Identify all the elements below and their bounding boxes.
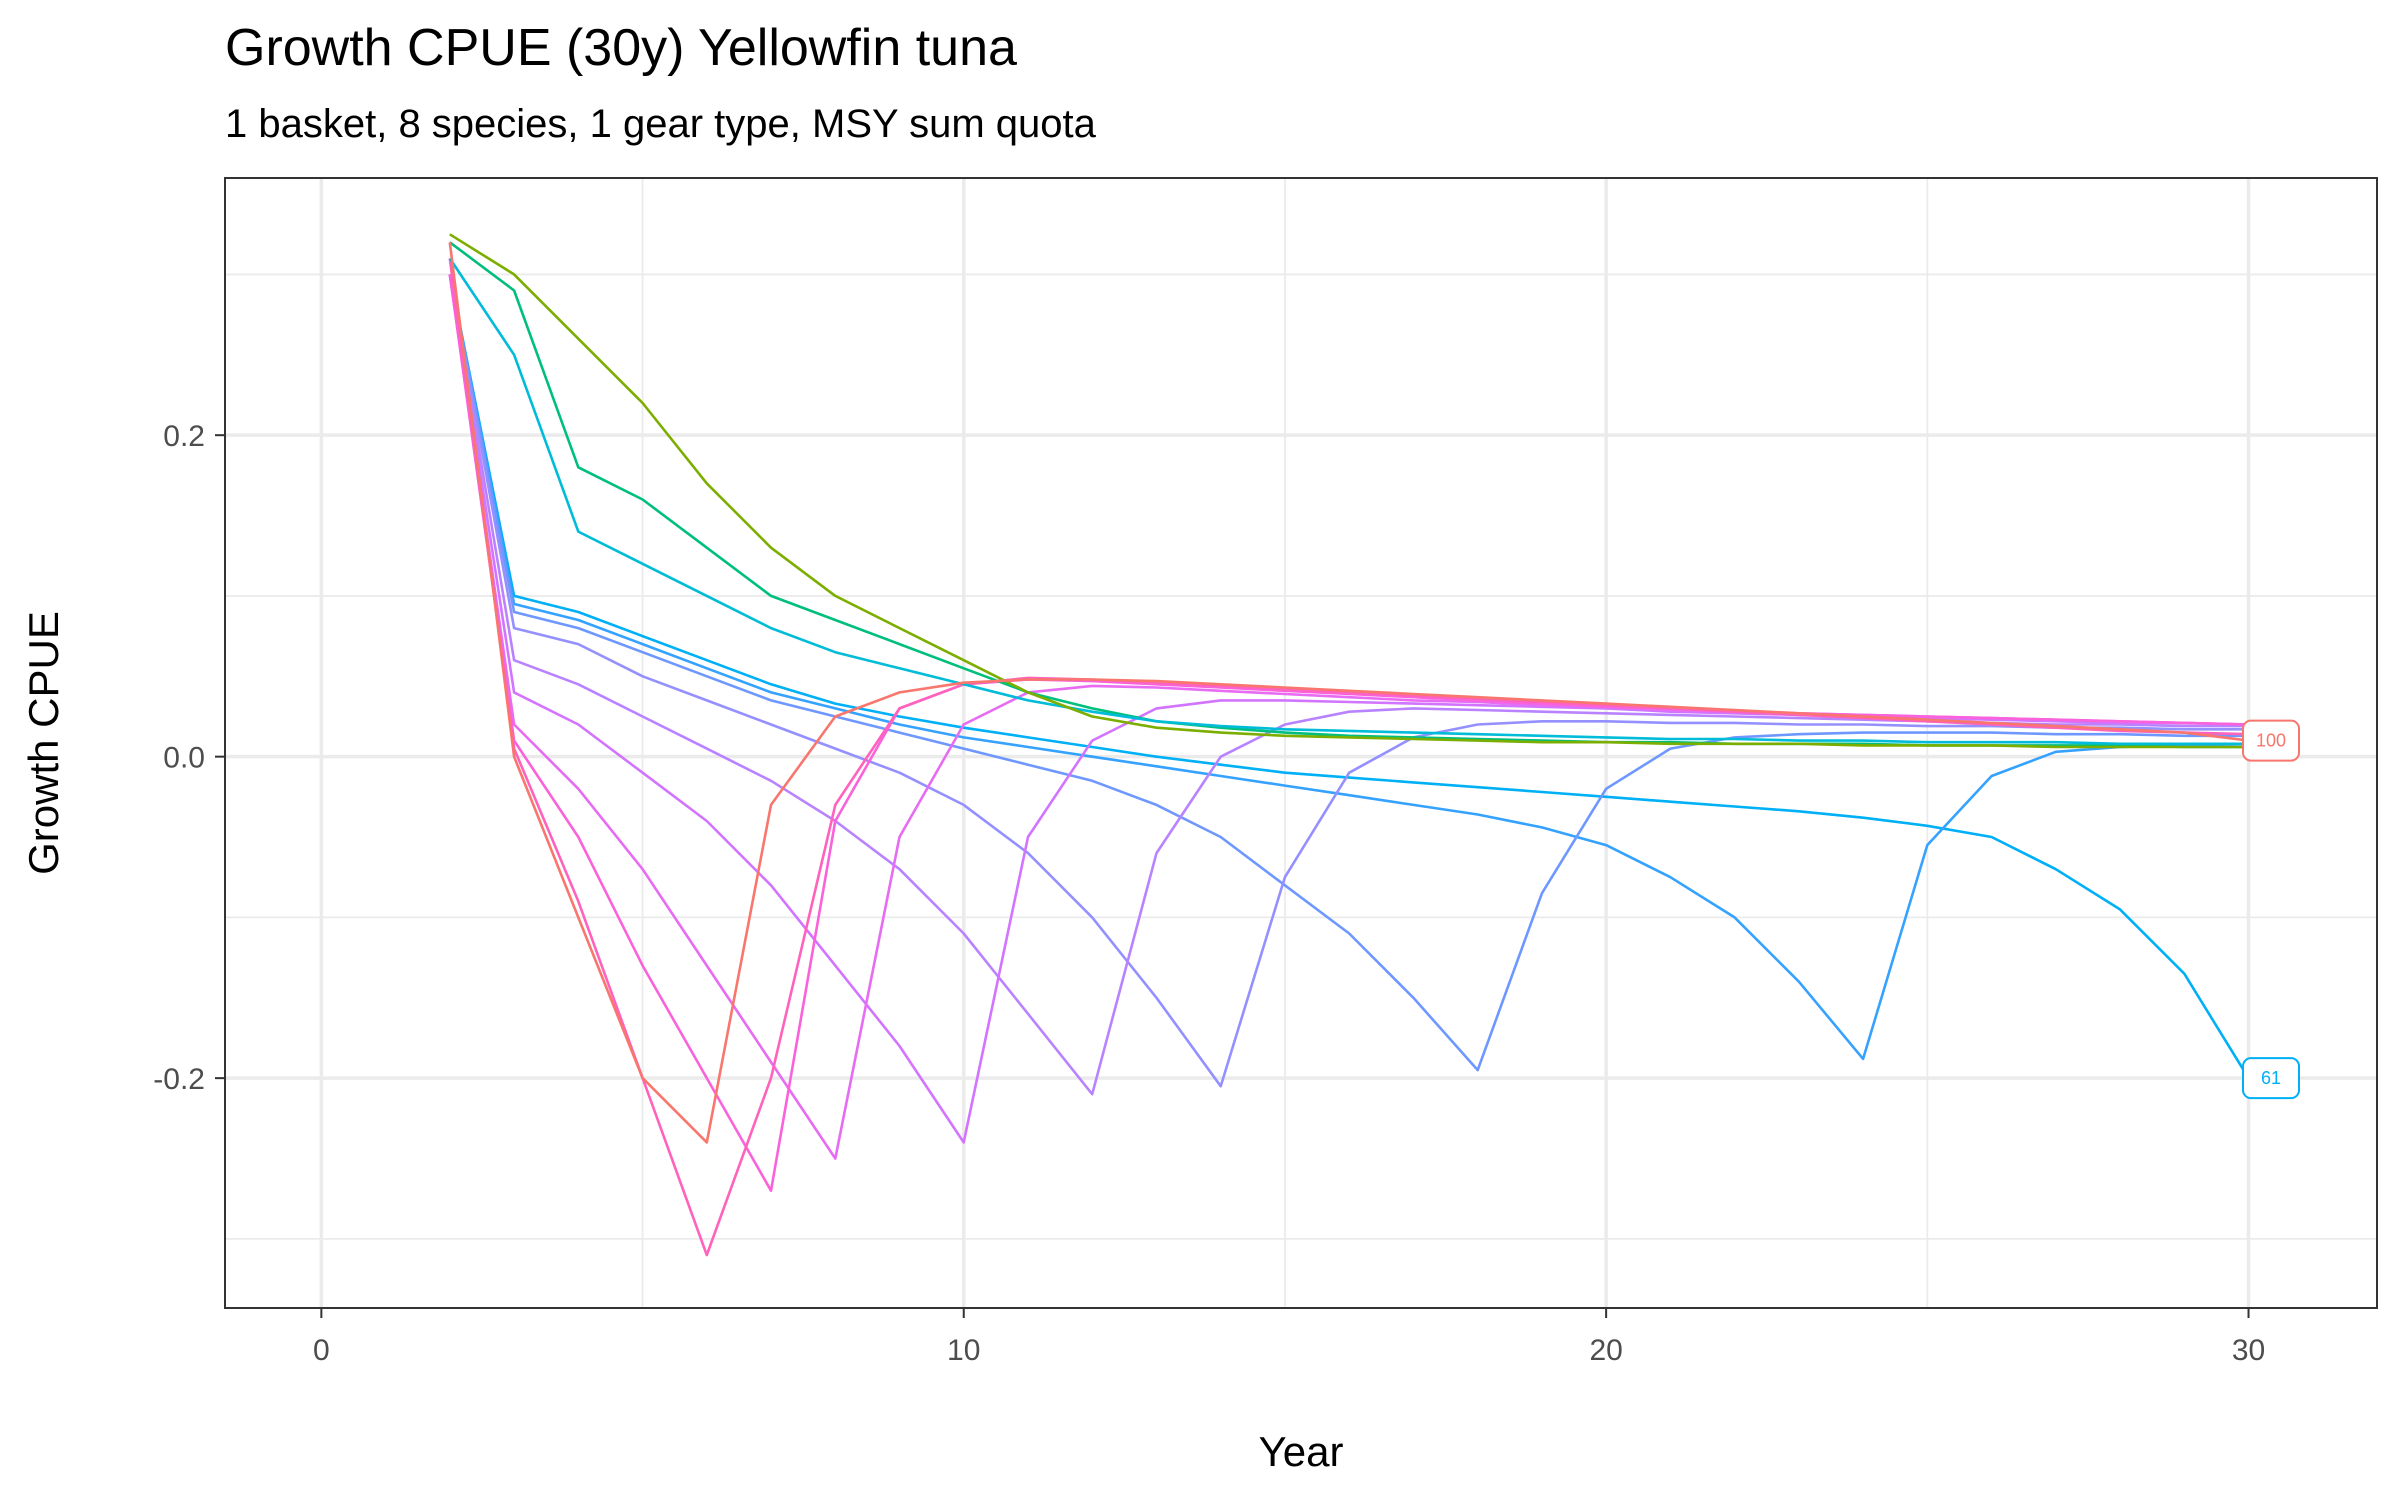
series-line-61 [448,274,2250,1079]
series-line-2 [448,274,2249,1072]
end-label: 61 [2261,1068,2281,1088]
end-label: 100 [2256,731,2286,751]
x-axis-title: Year [1259,1428,1344,1475]
series-line-10 [448,257,2249,746]
series-line-3 [448,274,2249,1088]
axes: 0 10 20 30 -0.2 0.0 0.2 [153,420,2265,1367]
series-line-8 [448,258,2249,1257]
series-line-100 [448,242,2249,1144]
series-line-5 [448,274,2249,1144]
y-tick-label: 0.0 [163,742,205,775]
x-tick-label: 30 [2232,1334,2265,1367]
series-line-7 [448,274,2249,1192]
end-label-box [2242,719,2301,762]
end-label-box [2242,1057,2301,1100]
chart-subtitle: 1 basket, 8 species, 1 gear type, MSY su… [225,102,1097,146]
plot-panel-border [224,177,2378,1309]
y-tick-label: -0.2 [153,1063,205,1096]
series-line-11 [449,233,2249,749]
series-line-1 [448,274,2249,1061]
x-tick-label: 20 [1589,1334,1622,1367]
chart-title: Growth CPUE (30y) Yellowfin tuna [225,19,1017,77]
end-labels: 100 61 [2242,719,2301,1100]
y-axis-title: Growth CPUE [20,611,67,875]
y-tick-label: 0.2 [163,420,205,453]
x-tick-label: 0 [313,1334,330,1367]
x-tick-label: 10 [947,1334,980,1367]
series-lines [448,233,2250,1257]
